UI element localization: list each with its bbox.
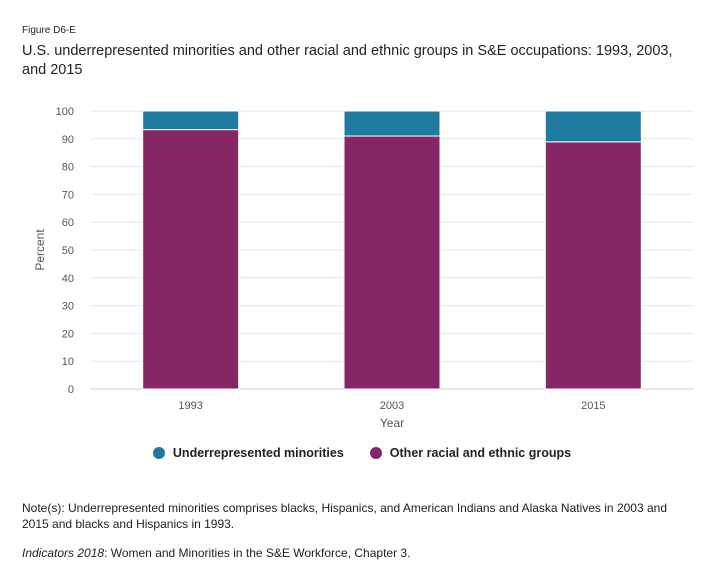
- bar-underrepresented[interactable]: [544, 110, 642, 143]
- y-tick-label: 0: [68, 384, 74, 396]
- chart-title: U.S. underrepresented minorities and oth…: [22, 43, 673, 78]
- y-tick-label: 90: [62, 134, 74, 146]
- legend-label-underrepresented: Underrepresented minorities: [172, 446, 344, 460]
- y-tick-label: 50: [62, 245, 74, 257]
- legend-item-underrepresented[interactable]: Underrepresented minorities: [152, 446, 344, 460]
- y-tick-label: 20: [62, 328, 74, 340]
- y-tick-label: 100: [56, 106, 74, 118]
- chart-source: Indicators 2018: Women and Minorities in…: [22, 546, 410, 560]
- legend-marker-underrepresented: [152, 447, 165, 459]
- legend-marker-other: [369, 447, 382, 459]
- chart-note: Note(s): Underrepresented minorities com…: [22, 501, 667, 531]
- x-tick-label: 2015: [581, 400, 605, 412]
- legend-label-other: Other racial and ethnic groups: [389, 446, 572, 460]
- bar-underrepresented[interactable]: [142, 110, 240, 131]
- y-tick-label: 40: [62, 273, 74, 285]
- y-tick-label: 60: [62, 217, 74, 229]
- bars: [142, 110, 642, 390]
- chart-canvas: 0 10 20 30 40 50 60 70 80 90 100 1993 2003 2015 Perc…: [33, 106, 694, 430]
- bar-other-groups[interactable]: [343, 135, 441, 390]
- y-tick-label: 30: [62, 301, 74, 313]
- figure-label: Figure D6-E: [22, 25, 76, 36]
- x-tick-label: 2003: [380, 400, 404, 412]
- bar-other-groups[interactable]: [544, 141, 642, 390]
- legend-item-other[interactable]: Other racial and ethnic groups: [369, 446, 572, 460]
- y-tick-label: 10: [62, 356, 74, 368]
- y-axis-label: Percent: [33, 229, 47, 271]
- x-tick-label: 1993: [178, 400, 202, 412]
- source-detail: : Women and Minorities in the S&E Workfo…: [104, 546, 411, 560]
- x-tick-labels: 1993 2003 2015: [178, 400, 605, 412]
- y-tick-labels: 0 10 20 30 40 50 60 70 80 90 100: [56, 106, 74, 396]
- y-tick-label: 80: [62, 162, 74, 174]
- source-publication: Indicators 2018: [22, 546, 105, 560]
- bar-underrepresented[interactable]: [343, 110, 441, 137]
- x-axis-label: Year: [380, 416, 404, 430]
- y-tick-label: 70: [62, 189, 74, 201]
- bar-other-groups[interactable]: [142, 129, 240, 390]
- legend: Underrepresented minorities Other racial…: [0, 446, 724, 460]
